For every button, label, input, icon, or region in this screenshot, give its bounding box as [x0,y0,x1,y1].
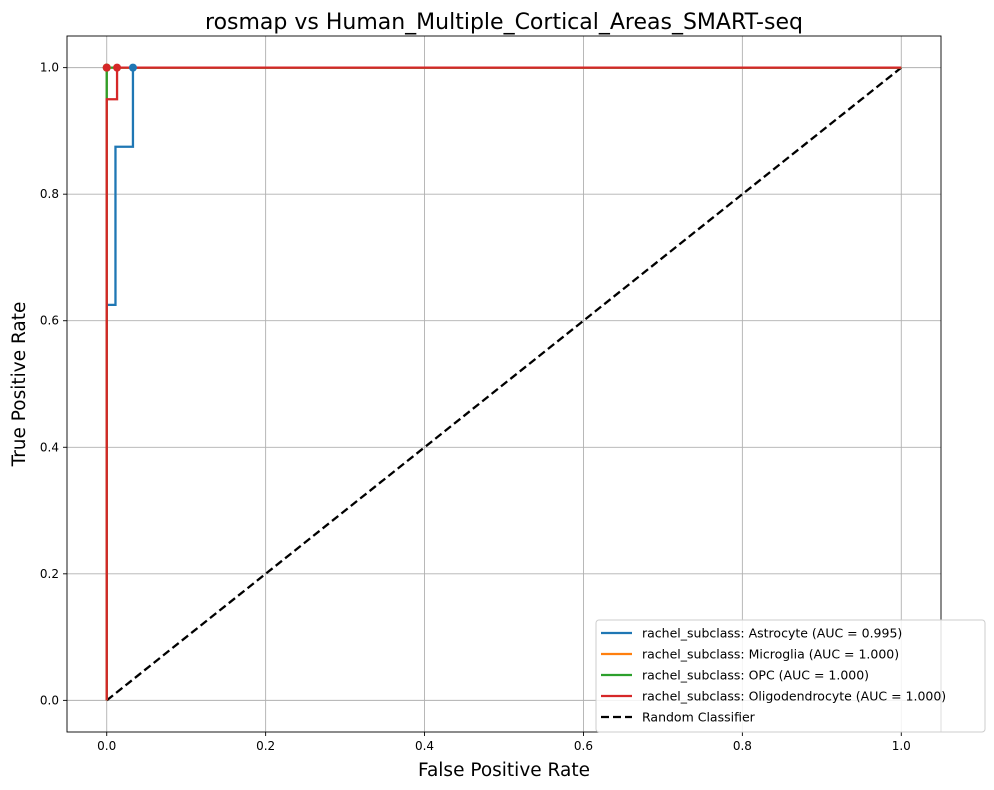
x-tick-label: 0.6 [574,739,593,753]
legend: rachel_subclass: Astrocyte (AUC = 0.995)… [595,619,986,733]
grid [67,36,941,732]
legend-label: rachel_subclass: OPC (AUC = 1.000) [642,668,869,683]
x-axis-ticks: 0.0 0.2 0.4 0.6 0.8 1.0 [97,732,911,753]
legend-label: rachel_subclass: Microglia (AUC = 1.000) [642,647,899,662]
series-point-4 [113,63,122,72]
y-tick-label: 0.8 [40,187,59,201]
x-axis-title: False Positive Rate [418,760,590,781]
y-axis-title: True Positive Rate [9,302,30,468]
legend-label: Random Classifier [642,710,756,725]
legend-label: rachel_subclass: Astrocyte (AUC = 0.995) [642,626,902,641]
x-tick-label: 0.8 [733,739,752,753]
plot-frame [66,35,942,733]
series-point-1 [128,63,137,72]
y-tick-label: 0.0 [40,693,59,707]
x-tick-label: 0.2 [256,739,275,753]
highlight-point [102,63,111,72]
legend-items: rachel_subclass: Astrocyte (AUC = 0.995)… [601,626,946,725]
y-tick-label: 1.0 [40,61,59,75]
legend-label: rachel_subclass: Oligodendrocyte (AUC = … [642,689,946,704]
y-tick-label: 0.2 [40,567,59,581]
legend-frame [595,619,986,733]
y-tick-label: 0.6 [40,314,59,328]
x-tick-label: 0.0 [97,739,116,753]
y-tick-label: 0.4 [40,440,59,454]
series-line-5 [106,66,902,702]
marker-layer [102,63,137,72]
x-tick-label: 1.0 [892,739,911,753]
y-axis-ticks: 0.0 0.2 0.4 0.6 0.8 1.0 [40,61,67,707]
series-line-4 [105,66,902,701]
chart-title: rosmap vs Human_Multiple_Cortical_Areas_… [205,10,803,35]
x-tick-label: 0.4 [415,739,434,753]
